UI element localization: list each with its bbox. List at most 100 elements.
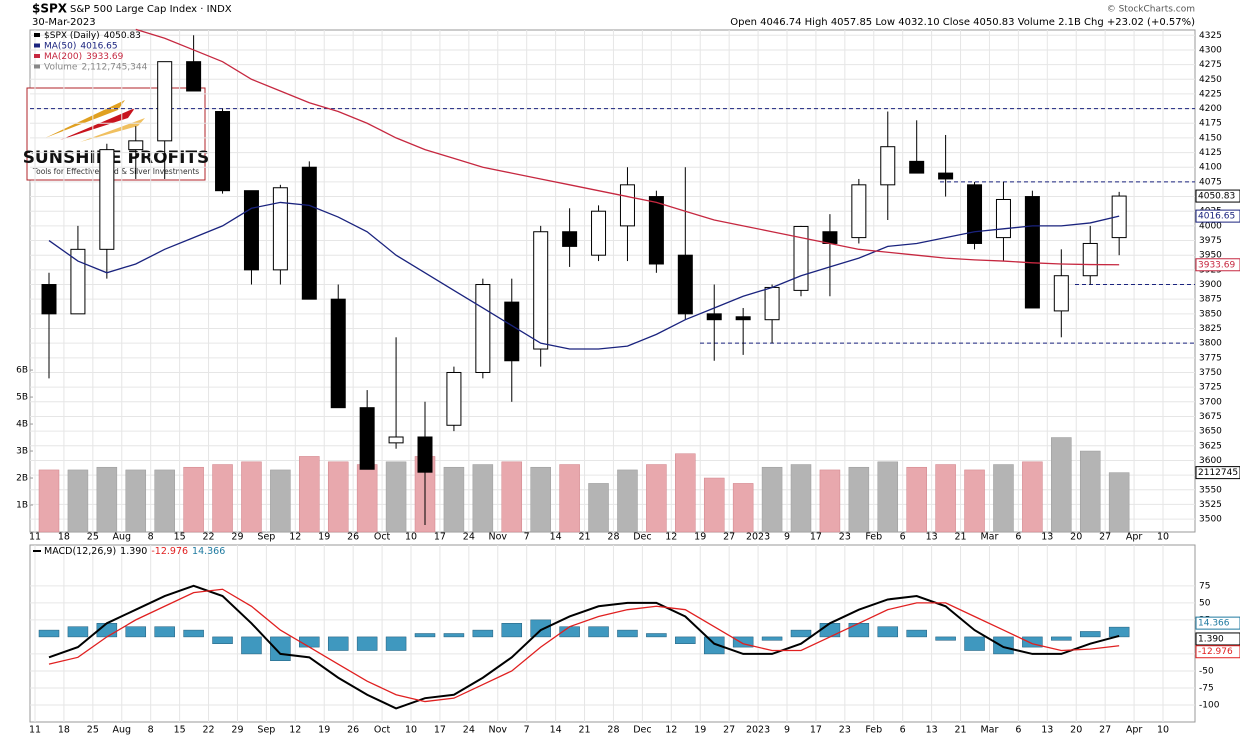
candle-body <box>215 111 231 192</box>
symbol: $SPX <box>32 2 68 16</box>
legend-key <box>34 33 40 37</box>
macd-panel <box>29 544 1196 723</box>
candle-body <box>272 187 288 271</box>
volume-bar <box>1051 437 1072 533</box>
x-tick-label: Mar <box>980 532 998 543</box>
candle-body <box>591 210 607 256</box>
x-tick-label: Mar <box>980 725 998 736</box>
logo-name: SUNSHINE PROFITS <box>23 148 210 168</box>
x-tick-label: Sep <box>257 532 275 543</box>
x-tick-label: Apr <box>1126 725 1143 736</box>
y-tick-label: 4125 <box>1199 148 1222 158</box>
y-tick-label: 4275 <box>1199 60 1222 70</box>
candle-body <box>128 140 144 151</box>
copyright: © StockCharts.com <box>1107 5 1195 15</box>
y-tick-label: 3850 <box>1199 309 1222 319</box>
x-tick-label: 18 <box>58 532 70 543</box>
legend-name: MA(200) <box>44 52 82 62</box>
signal-tag: -12.976 <box>1198 647 1233 657</box>
price-tag-box <box>1195 189 1240 203</box>
x-tick-label: Dec <box>633 725 651 736</box>
macd-histogram-bar <box>588 626 609 638</box>
x-tick-label: Sep <box>257 725 275 736</box>
x-tick-label: 29 <box>231 532 243 543</box>
macd-histogram-bar <box>356 636 378 651</box>
macd-histogram-bar <box>819 623 841 638</box>
macd-tag: 1.390 <box>1198 634 1224 644</box>
ma50-tag-box <box>1195 209 1240 223</box>
macd-tick-label: -75 <box>1199 683 1214 693</box>
x-tick-label: 17 <box>810 725 822 736</box>
macd-histogram-bar <box>327 636 349 651</box>
y-tick-label: 3800 <box>1199 339 1222 349</box>
legend-value: 3933.69 <box>86 52 123 62</box>
candle-body <box>995 198 1011 239</box>
x-tick-label: Feb <box>865 725 882 736</box>
volume-bar <box>154 469 175 533</box>
macd-histogram-bar <box>935 636 956 641</box>
x-tick-label: 2023 <box>746 725 770 736</box>
y-tick-label: 4175 <box>1199 119 1222 129</box>
x-tick-label: 19 <box>318 725 330 736</box>
x-tick-label: 21 <box>954 725 966 736</box>
y-tick-label: 4225 <box>1199 89 1222 99</box>
x-tick-label: 27 <box>1099 532 1111 543</box>
volume-tick-label: 5B <box>16 393 28 403</box>
macd-histogram-bar <box>414 633 436 638</box>
x-tick-label: 10 <box>405 725 417 736</box>
x-tick-label: 28 <box>607 532 619 543</box>
candle-body <box>41 284 57 315</box>
y-tick-label: 3775 <box>1199 353 1222 363</box>
x-tick-label: 7 <box>524 725 530 736</box>
macd-histogram-bar <box>993 636 1014 655</box>
volume-bar <box>501 461 523 533</box>
signal-tag-box <box>1195 645 1240 659</box>
volume-bar <box>183 466 204 533</box>
y-tick-label: 3725 <box>1199 383 1222 393</box>
legend-entry: MA(200) 3933.69 <box>44 52 124 62</box>
volume-bar <box>327 461 349 533</box>
x-tick-label: 20 <box>1070 725 1082 736</box>
macd-histogram-bar <box>1108 626 1130 638</box>
volume-bar <box>212 464 233 533</box>
y-tick-label: 4250 <box>1199 75 1222 85</box>
y-tick-label: 3825 <box>1199 324 1222 334</box>
x-tick-label: 6 <box>1015 725 1021 736</box>
candle-body <box>880 146 896 186</box>
x-tick-label: 17 <box>810 532 822 543</box>
x-tick-label: 24 <box>463 532 475 543</box>
logo-box <box>26 87 206 181</box>
x-tick-label: 21 <box>578 532 590 543</box>
candle-body <box>967 184 983 244</box>
x-tick-label: 10 <box>1157 725 1169 736</box>
volume-bar <box>790 464 812 533</box>
date: 30-Mar-2023 <box>32 17 96 28</box>
volume-tick-label: 4B <box>16 420 28 430</box>
volume-bar <box>299 456 320 533</box>
histogram-tag: 14.366 <box>1198 619 1230 629</box>
x-tick-label: 25 <box>87 725 99 736</box>
candle-body <box>851 184 867 239</box>
macd-line <box>48 584 1120 710</box>
candle-body <box>735 316 751 321</box>
price-tag: 4050.83 <box>1198 192 1235 202</box>
macd-tick-label: 75 <box>1199 581 1210 591</box>
candle-body <box>1111 195 1127 239</box>
ma200-tag-box <box>1195 258 1240 272</box>
volume-tick-label: 3B <box>16 447 28 457</box>
volume-bar <box>356 464 378 533</box>
candle-body <box>99 149 115 250</box>
x-tick-label: 13 <box>926 725 938 736</box>
x-tick-label: 18 <box>58 725 70 736</box>
macd-histogram-bar <box>703 636 725 655</box>
y-tick-label: 4075 <box>1199 177 1222 187</box>
x-tick-label: 17 <box>434 532 446 543</box>
logo-ray <box>45 100 125 138</box>
logo: SUNSHINE PROFITS Tools for Effective Gol… <box>23 87 210 181</box>
legend-entry: MA(50) 4016.65 <box>44 41 118 51</box>
macd-histogram-bar <box>38 629 60 638</box>
candle-body <box>822 231 838 244</box>
macd-histogram-bar <box>761 636 783 641</box>
x-tick-label: 13 <box>926 532 938 543</box>
macd-legend: MACD(12,26,9) 1.390 -12.976 14.366 <box>44 546 225 557</box>
